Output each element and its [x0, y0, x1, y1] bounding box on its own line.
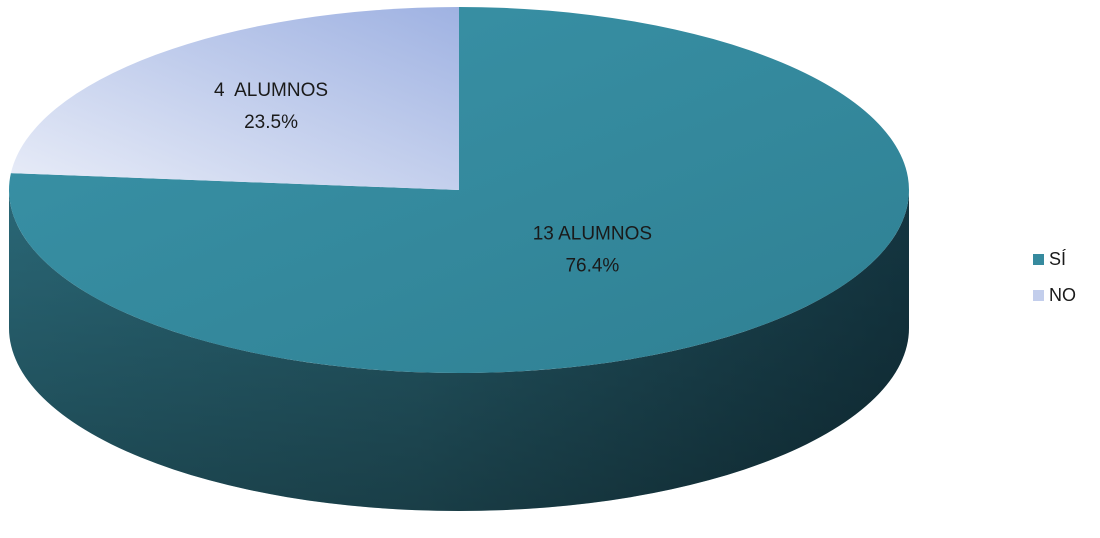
pie-slice-si	[8, 7, 909, 374]
pie-side	[9, 190, 909, 511]
data-label-percent: 23.5%	[244, 112, 298, 133]
data-labels: 13 ALUMNOS 76.4% 4 ALUMNOS 23.5%	[214, 80, 652, 276]
legend-label: SÍ	[1049, 249, 1066, 269]
legend-label: NO	[1049, 285, 1076, 305]
pie-slices	[8, 7, 909, 374]
legend: SÍ NO	[1033, 249, 1076, 305]
pie-side-shade	[9, 190, 909, 511]
data-label-count: 4 ALUMNOS	[214, 80, 328, 101]
data-label-count: 13 ALUMNOS	[533, 224, 652, 245]
pie-slice-no	[10, 7, 460, 190]
legend-swatch	[1033, 254, 1044, 265]
legend-swatch	[1033, 290, 1044, 301]
data-label-percent: 76.4%	[565, 256, 619, 277]
